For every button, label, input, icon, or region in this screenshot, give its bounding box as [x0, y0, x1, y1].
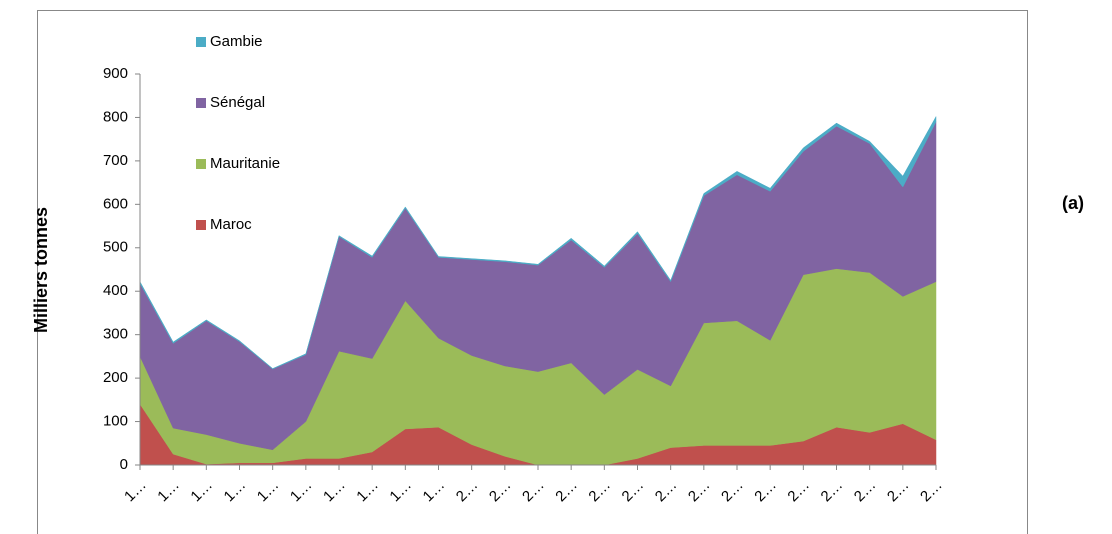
annotation: (a): [1062, 193, 1084, 213]
legend-swatch: [196, 159, 206, 169]
legend-label: Maroc: [210, 216, 252, 233]
y-tick-label: 0: [120, 456, 128, 473]
y-tick-label: 200: [103, 369, 128, 386]
legend-swatch: [196, 37, 206, 47]
y-tick-label: 700: [103, 152, 128, 169]
y-tick-label: 900: [103, 65, 128, 82]
legend-label: Mauritanie: [210, 155, 280, 172]
y-tick-label: 500: [103, 239, 128, 256]
y-tick-label: 600: [103, 195, 128, 212]
legend-swatch: [196, 220, 206, 230]
y-axis-label: Milliers tonnes: [31, 207, 51, 333]
legend-swatch: [196, 98, 206, 108]
y-tick-label: 400: [103, 282, 128, 299]
y-tick-label: 300: [103, 326, 128, 343]
legend-label: Sénégal: [210, 94, 265, 111]
area: [139, 115, 937, 370]
y-tick-label: 800: [103, 108, 128, 125]
legend-label: Gambie: [210, 33, 263, 50]
y-tick-label: 100: [103, 413, 128, 430]
